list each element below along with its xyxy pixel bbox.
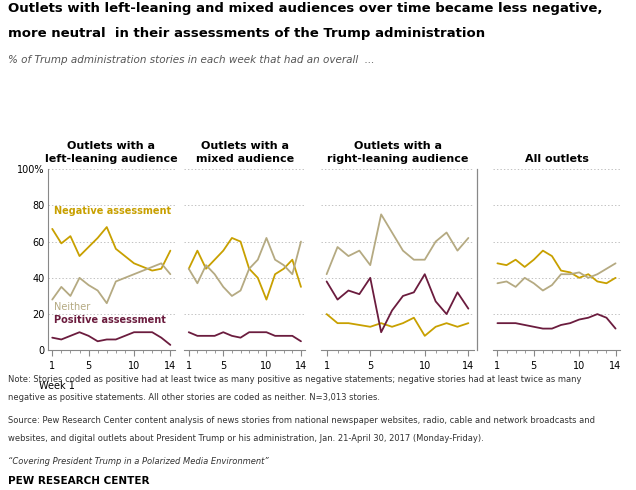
Text: “Covering President Trump in a Polarized Media Environment”: “Covering President Trump in a Polarized… (8, 457, 268, 466)
Text: % of Trump administration stories in each week that had an overall  ...: % of Trump administration stories in eac… (8, 55, 374, 65)
Text: negative as positive statements. All other stories are coded as neither. N=3,013: negative as positive statements. All oth… (8, 393, 380, 402)
Text: Week 1: Week 1 (39, 381, 74, 391)
Text: Note: Stories coded as positive had at least twice as many positive as negative : Note: Stories coded as positive had at l… (8, 375, 581, 384)
Text: Negative assessment: Negative assessment (54, 206, 171, 216)
Text: websites, and digital outlets about President Trump or his administration, Jan. : websites, and digital outlets about Pres… (8, 435, 483, 443)
Title: All outlets: All outlets (525, 154, 588, 164)
Title: Outlets with a
left-leaning audience: Outlets with a left-leaning audience (45, 141, 177, 164)
Title: Outlets with a
mixed audience: Outlets with a mixed audience (196, 141, 294, 164)
Text: Neither: Neither (54, 302, 90, 312)
Title: Outlets with a
right-leaning audience: Outlets with a right-leaning audience (327, 141, 468, 164)
Text: Source: Pew Research Center content analysis of news stories from national newsp: Source: Pew Research Center content anal… (8, 416, 595, 425)
Text: Positive assessment: Positive assessment (54, 315, 166, 325)
Text: Outlets with left-leaning and mixed audiences over time became less negative,: Outlets with left-leaning and mixed audi… (8, 2, 602, 16)
Text: more neutral  in their assessments of the Trump administration: more neutral in their assessments of the… (8, 27, 485, 40)
Text: PEW RESEARCH CENTER: PEW RESEARCH CENTER (8, 476, 149, 486)
